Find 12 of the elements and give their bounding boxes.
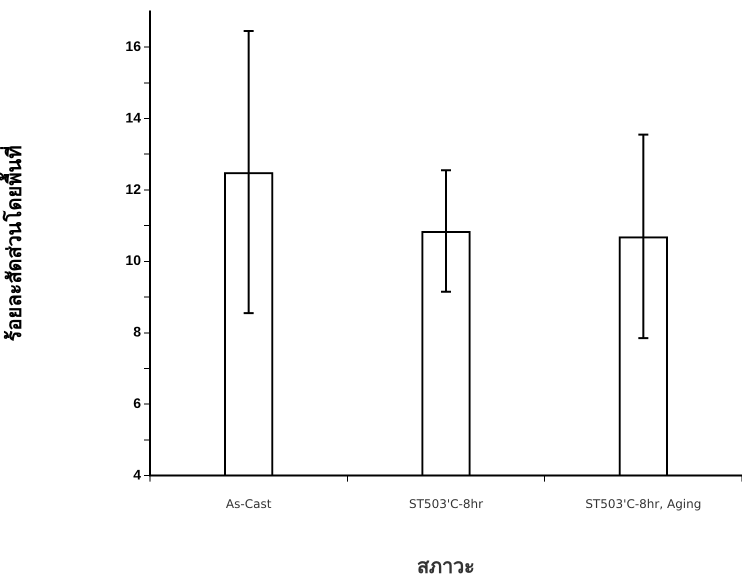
y-tick-label: 14	[125, 109, 142, 126]
y-tick-label: 16	[125, 38, 142, 54]
x-axis-title: สภาวะ	[417, 554, 475, 578]
y-tick-label: 10	[125, 252, 142, 268]
y-tick-label: 12	[125, 180, 142, 197]
y-tick-label: 4	[133, 466, 142, 482]
x-tick-label: ST503'C-8hr, Aging	[585, 496, 702, 511]
y-tick-label: 6	[133, 395, 142, 412]
x-tick-label: As-Cast	[226, 496, 272, 511]
y-axis-title: ร้อยละสัดส่วนโดยพื้นที่	[0, 146, 26, 342]
x-tick-label: ST503'C-8hr	[408, 496, 484, 511]
y-tick-label: 8	[133, 324, 142, 340]
